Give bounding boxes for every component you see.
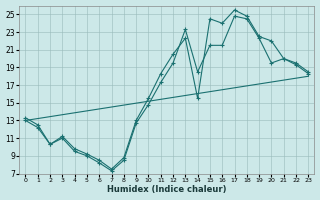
X-axis label: Humidex (Indice chaleur): Humidex (Indice chaleur): [107, 185, 227, 194]
